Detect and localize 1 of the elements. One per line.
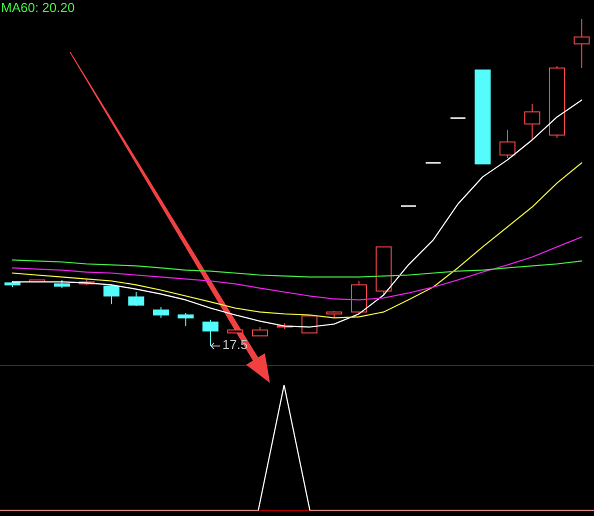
chart-title: MA60: 20.20 bbox=[1, 0, 75, 15]
